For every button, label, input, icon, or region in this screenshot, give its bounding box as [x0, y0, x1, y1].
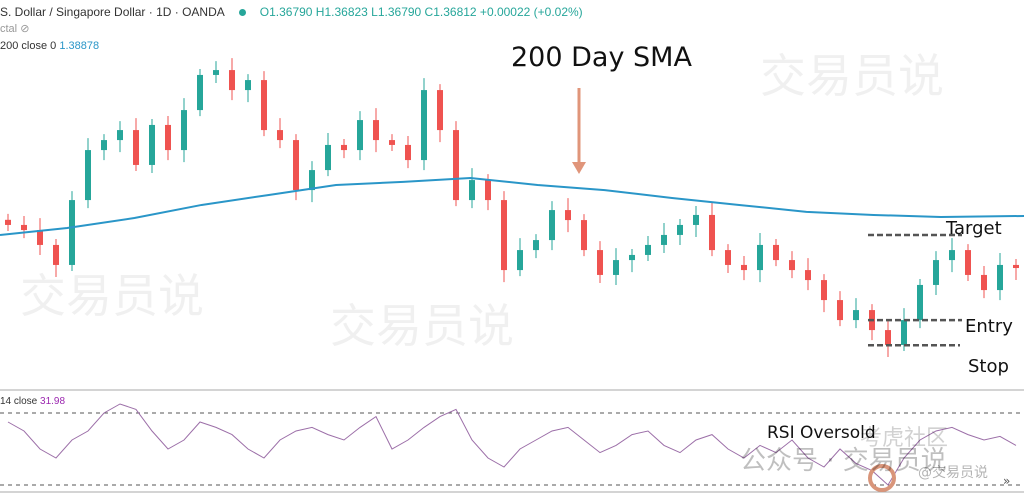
candle-body	[85, 150, 91, 201]
candle-body	[149, 124, 155, 165]
market-status-icon	[238, 9, 246, 16]
candle-body	[117, 130, 123, 141]
candle-body	[357, 120, 363, 151]
rsi-legend: 14 close 31.98	[0, 396, 65, 407]
candle-body	[965, 250, 971, 275]
stop-label: Stop	[968, 356, 1009, 377]
candle-body	[533, 240, 539, 251]
target-label: Target	[946, 218, 1002, 239]
candle-body	[693, 214, 699, 225]
candle-body	[741, 264, 747, 271]
candle-body	[837, 300, 843, 321]
candle-body	[37, 230, 43, 245]
candle-body	[581, 220, 587, 251]
candle-body	[933, 260, 939, 285]
arrow-down-icon	[572, 162, 586, 174]
candle-body	[421, 90, 427, 161]
candle-body	[805, 270, 811, 281]
scroll-right-icon[interactable]: »	[1003, 474, 1011, 488]
candle-body	[565, 210, 571, 221]
candle-body	[709, 214, 715, 251]
candle-body	[437, 90, 443, 131]
candle-body	[757, 244, 763, 271]
candle-body	[821, 280, 827, 301]
candle-body	[213, 70, 219, 75]
candle-body	[885, 330, 891, 345]
rsi-line	[7, 403, 1017, 486]
candle-body	[789, 260, 795, 271]
candle-body	[341, 144, 347, 151]
candle-body	[501, 200, 507, 271]
candle-body	[405, 144, 411, 161]
watermark: 交易员说	[330, 299, 514, 353]
candle-body	[549, 210, 555, 241]
sma-legend: 200 close 0 1.38878	[0, 40, 99, 52]
candle-body	[901, 320, 907, 345]
candle-body	[997, 264, 1003, 291]
eye-hidden-icon[interactable]: ⊘	[20, 23, 30, 35]
handle-watermark: @交易员说	[918, 465, 988, 481]
symbol-title[interactable]: S. Dollar / Singapore Dollar · 1D · OAND…	[0, 5, 225, 19]
candle-body	[949, 250, 955, 261]
entry-label: Entry	[965, 316, 1013, 337]
candle-body	[453, 130, 459, 201]
candle-body	[725, 250, 731, 265]
candle-body	[21, 224, 27, 231]
candle-body	[373, 120, 379, 141]
community-watermark: 考虎社区	[860, 426, 949, 451]
candle-body	[245, 80, 251, 91]
fractal-legend: ctal ⊘	[0, 22, 29, 35]
candle-body	[389, 140, 395, 145]
candle-body	[517, 250, 523, 271]
trade-levels	[868, 233, 962, 347]
oversold-circle	[868, 464, 896, 492]
candle-body	[1013, 264, 1019, 269]
candle-body	[101, 140, 107, 151]
candle-body	[597, 250, 603, 275]
sma-line	[0, 177, 1024, 236]
rsi-oversold-label: RSI Oversold	[767, 423, 876, 443]
sma-value: 1.38878	[59, 40, 100, 52]
candle-body	[197, 74, 203, 111]
candle-body	[277, 130, 283, 141]
candle-body	[293, 140, 299, 191]
candle-body	[485, 180, 491, 201]
candle-body	[677, 224, 683, 235]
candle-body	[229, 70, 235, 91]
candle-body	[469, 180, 475, 201]
candle-body	[53, 244, 59, 265]
sma-annotation: 200 Day SMA	[511, 42, 692, 73]
candles	[5, 58, 1019, 357]
candle-body	[629, 254, 635, 261]
candle-body	[5, 219, 11, 225]
candle-body	[917, 284, 923, 321]
watermark: 交易员说	[760, 49, 944, 103]
candle-body	[325, 144, 331, 171]
candle-body	[661, 234, 667, 245]
candle-body	[69, 200, 75, 265]
candle-body	[613, 260, 619, 275]
candle-body	[133, 130, 139, 165]
symbol-legend: S. Dollar / Singapore Dollar · 1D · OAND…	[0, 5, 583, 19]
sma-label: 200 close 0	[0, 40, 57, 52]
candle-body	[165, 124, 171, 151]
candle-body	[853, 310, 859, 321]
rsi-label: 14 close	[0, 396, 38, 407]
wechat-watermark: 公众号 · 交易员说	[740, 446, 947, 476]
rsi-levels	[0, 412, 1024, 486]
watermark: 交易员说	[20, 269, 204, 323]
ohlc-values: O1.36790 H1.36823 L1.36790 C1.36812 +0.0…	[259, 5, 583, 19]
candle-body	[981, 274, 987, 291]
rsi-value: 31.98	[40, 396, 66, 407]
candle-body	[261, 80, 267, 131]
candle-body	[773, 244, 779, 261]
fractal-label: ctal	[0, 23, 18, 35]
candle-body	[645, 244, 651, 255]
candle-body	[309, 170, 315, 191]
candle-body	[181, 110, 187, 151]
